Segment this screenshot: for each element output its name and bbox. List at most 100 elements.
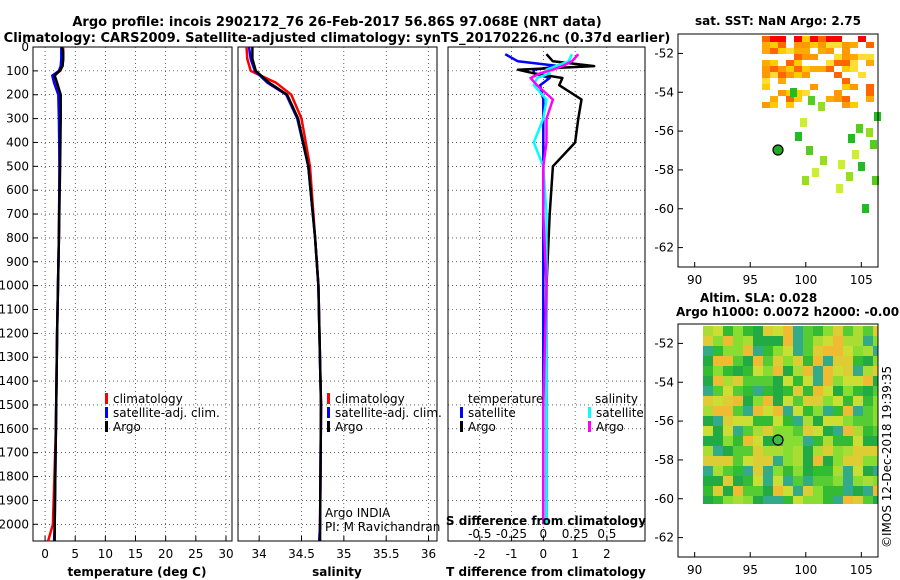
sst-cell xyxy=(834,42,842,48)
sst-cell xyxy=(834,60,842,66)
temperature-frame xyxy=(32,46,233,542)
sla-cell xyxy=(823,356,833,366)
sst-cell xyxy=(858,36,866,42)
sla-cell xyxy=(743,446,753,456)
sst-cell xyxy=(794,48,802,54)
sla-cell xyxy=(783,326,793,336)
sst-cell xyxy=(808,96,815,105)
sla-cell xyxy=(743,366,753,376)
y-tick-label: 1200 xyxy=(0,326,29,340)
sla-cell xyxy=(713,366,723,376)
sst-cell xyxy=(862,204,869,213)
sla-cell xyxy=(723,416,733,426)
map-y-tick-label: -62 xyxy=(654,241,674,255)
sla-argo-location-marker xyxy=(772,434,784,446)
x-tick-label: 2 xyxy=(603,547,611,561)
sla-cell xyxy=(783,436,793,446)
series-line-argo xyxy=(251,47,323,541)
x-tick-label: 0 xyxy=(41,547,49,561)
sst-cell xyxy=(850,66,858,72)
sla-cell xyxy=(833,356,843,366)
sla-cell xyxy=(723,456,733,466)
x-tick-label: -1 xyxy=(506,547,518,561)
sla-cell xyxy=(733,356,743,366)
sla-cell xyxy=(813,396,823,406)
map-y-tick-label: -56 xyxy=(654,414,674,428)
sla-map: Altim. SLA: 0.028 Argo h1000: 0.0072 h20… xyxy=(654,291,900,577)
sla-cell xyxy=(753,366,763,376)
x-tick-label: 34.5 xyxy=(288,547,315,561)
sla-cell xyxy=(863,486,873,496)
sla-cell xyxy=(773,416,783,426)
x-tick-label: 1 xyxy=(571,547,579,561)
sla-cell xyxy=(803,346,813,356)
sla-cell xyxy=(793,366,803,376)
sla-cell xyxy=(863,406,873,416)
sst-cell xyxy=(802,66,810,72)
sst-cell xyxy=(794,96,802,102)
sla-cell xyxy=(803,426,813,436)
sla-map-title1: Altim. SLA: 0.028 xyxy=(700,291,817,305)
sst-map-y-ticks: -52 -54 -56 -58 -60 -62 xyxy=(654,46,683,255)
sst-cell xyxy=(770,42,778,48)
map-y-tick-label: -54 xyxy=(654,85,674,99)
sla-cell xyxy=(843,466,853,476)
sla-cell xyxy=(743,386,753,396)
salinity-x-ticks: 34 34.5 35 35.5 36 xyxy=(252,536,436,561)
legend2-argo-swatch xyxy=(327,421,330,432)
y-tick-label: 1300 xyxy=(0,350,29,364)
y-tick-label: 1500 xyxy=(0,398,29,412)
sla-cell xyxy=(733,376,743,386)
sla-cell xyxy=(763,366,773,376)
sla-cell xyxy=(853,406,863,416)
sst-cell xyxy=(850,102,858,108)
sla-cell xyxy=(803,496,813,504)
sla-cell xyxy=(783,336,793,346)
sla-cell xyxy=(803,476,813,486)
sla-cell xyxy=(873,336,878,346)
sst-cell xyxy=(762,84,770,90)
sla-cell xyxy=(753,456,763,466)
sla-cell xyxy=(843,446,853,456)
sla-cell xyxy=(873,476,878,486)
sla-cell xyxy=(813,476,823,486)
sla-cell xyxy=(783,496,793,504)
sla-cell xyxy=(713,496,723,504)
sla-cell xyxy=(723,386,733,396)
diff-legend-t-argo-label: Argo xyxy=(468,420,496,434)
sla-cell xyxy=(743,376,753,386)
sla-cell xyxy=(803,416,813,426)
sst-cell xyxy=(786,96,794,102)
map-y-tick-label: -58 xyxy=(654,163,674,177)
temperature-panel: 0 5 10 15 20 25 30 0 100 200 300 400 500 600 700 800 90… xyxy=(0,40,234,579)
sst-cell xyxy=(786,60,794,66)
sst-cell xyxy=(762,36,770,42)
sla-cell xyxy=(843,366,853,376)
salinity-series xyxy=(245,46,323,542)
sst-cell xyxy=(770,96,778,102)
sla-cell xyxy=(833,446,843,456)
y-tick-label: 0 xyxy=(21,40,29,54)
sla-cell xyxy=(763,376,773,386)
sla-cell xyxy=(873,326,878,336)
sla-cell xyxy=(753,426,763,436)
sla-cell xyxy=(793,386,803,396)
sla-cell xyxy=(853,346,863,356)
sla-cell xyxy=(783,426,793,436)
y-tick-label: 800 xyxy=(6,231,29,245)
legend-satellite-label: satellite-adj. clim. xyxy=(113,406,220,420)
t-difference-x-ticks: -2 -1 0 1 2 xyxy=(474,536,611,561)
diff-legend-s-argo-swatch xyxy=(588,421,591,432)
x-tick-label: 34 xyxy=(252,547,267,561)
sla-map-x-ticks: 90 95 100 105 xyxy=(687,552,873,577)
legend2-climatology-swatch xyxy=(327,393,330,404)
sla-cell xyxy=(813,366,823,376)
sla-cell xyxy=(713,416,723,426)
sla-cell xyxy=(773,396,783,406)
x-tick-label: 35 xyxy=(336,547,351,561)
legend2-climatology-label: climatology xyxy=(335,392,405,406)
sla-cell xyxy=(733,406,743,416)
sla-cell xyxy=(713,326,723,336)
salinity-legend: climatology satellite-adj. clim. Argo xyxy=(327,392,442,434)
sst-cell xyxy=(858,72,866,78)
